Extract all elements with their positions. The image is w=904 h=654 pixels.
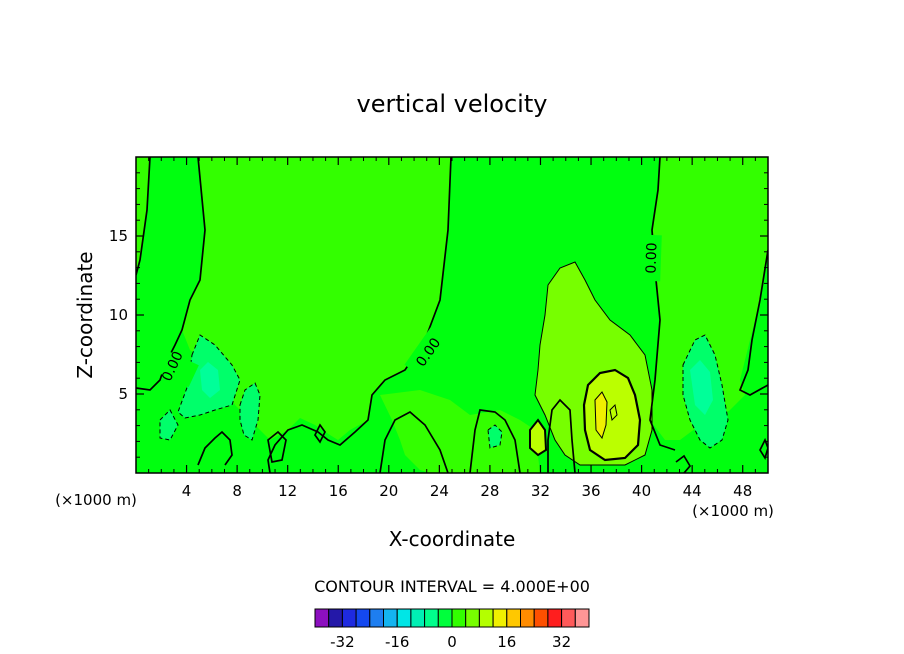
colorbar-swatch	[396, 608, 412, 628]
colorbar-swatch	[369, 608, 384, 628]
zero-contour-west	[136, 157, 206, 391]
contour-label-east: 0.00	[643, 242, 660, 274]
contour-12	[594, 391, 608, 440]
y-tick-label: 5	[118, 385, 128, 403]
colorbar-swatch	[465, 608, 480, 628]
weak-updraft-region-left	[136, 157, 150, 270]
colorbar-swatch	[383, 608, 398, 628]
colorbar-tick-label: -32	[330, 633, 355, 651]
downdraft-region-center	[488, 425, 502, 448]
colorbar-swatch	[437, 608, 453, 628]
zero-contours	[136, 157, 768, 473]
weak-updraft-region-center-west	[182, 157, 451, 440]
colorbar-swatch	[520, 608, 535, 628]
neg-contour-left	[177, 334, 241, 419]
colorbar-tick-label: 32	[552, 633, 571, 651]
colorbar-swatch	[328, 608, 343, 628]
x-tick-label: 12	[278, 482, 297, 500]
zero-contour-east	[649, 157, 676, 451]
contour-4-outer	[534, 261, 653, 466]
x-tick-label: 36	[581, 482, 600, 500]
colorbar-swatch	[424, 608, 439, 628]
colorbar-swatch	[533, 608, 549, 628]
x-tick-label: 16	[329, 482, 348, 500]
neg-contour-center	[487, 424, 503, 449]
downdraft-core-right	[690, 360, 713, 415]
colorbar-tick-label: 0	[447, 633, 457, 651]
x-axis-label: X-coordinate	[389, 527, 516, 551]
colorbar-tick-label: -16	[385, 633, 410, 651]
weak-updraft-region-right	[650, 157, 768, 440]
y-tick-label: 10	[109, 306, 128, 324]
y-axis: 5 10 15	[109, 172, 768, 458]
colorbar-tick-label: 16	[497, 633, 516, 651]
x-tick-label: 8	[232, 482, 242, 500]
colorbar-swatch	[355, 608, 371, 628]
contour-8-small	[529, 418, 548, 457]
x-tick-label: 24	[430, 482, 449, 500]
x-axis: 4 8 12 16 20 24 28 32 36 40 44 48	[148, 157, 756, 500]
chart-title: vertical velocity	[357, 90, 548, 118]
downdraft-region-small	[240, 383, 260, 440]
zero-contour-lower-far-east	[547, 398, 576, 473]
neg-contour-small	[239, 382, 261, 441]
zero-contour-center	[267, 157, 452, 473]
x-tick-label: 32	[531, 482, 550, 500]
x-tick-label: 48	[733, 482, 752, 500]
x-tick-label: 40	[632, 482, 651, 500]
neg-contour-right	[682, 334, 729, 449]
y-tick-label: 15	[109, 227, 128, 245]
colorbar-swatch	[341, 608, 357, 628]
colorbar-swatch	[547, 608, 563, 628]
colorbar-tick-labels: -32 -16 0 16 32	[330, 633, 571, 651]
updraft-small-core-region	[530, 420, 546, 455]
plot-area: 0.00 0.00 0.00	[136, 157, 768, 473]
colorbar	[314, 608, 590, 628]
colorbar-swatch	[478, 608, 494, 628]
zero-contour-small-cell-2	[267, 430, 287, 464]
x-tick-label: 20	[379, 482, 398, 500]
contour-8	[582, 368, 642, 462]
zero-contour-lower-east	[469, 409, 521, 473]
zero-contour-lower-center	[379, 410, 449, 473]
updraft-peak-region	[595, 392, 607, 438]
downdraft-core-left	[200, 362, 220, 398]
zero-contour-small-cell-3	[314, 423, 326, 444]
positive-contours	[529, 261, 653, 466]
colorbar-swatch	[574, 608, 590, 628]
y-axis-label: Z-coordinate	[73, 251, 97, 378]
colorbar-swatch	[561, 608, 576, 628]
colorbar-swatch	[506, 608, 521, 628]
zero-contour-small-cell	[197, 430, 233, 466]
colorbar-swatch	[410, 608, 426, 628]
colorbar-swatch	[314, 608, 330, 628]
negative-contours	[159, 334, 729, 449]
x-tick-label: 28	[480, 482, 499, 500]
zero-contour-small-cell-5	[675, 454, 692, 473]
colorbar-swatch	[451, 608, 467, 628]
colorbar-swatch	[492, 608, 508, 628]
x-tick-label: 4	[182, 482, 192, 500]
zero-contour-small-cell-4	[759, 437, 768, 461]
contour-interval-label: CONTOUR INTERVAL = 4.000E+00	[314, 577, 590, 596]
contour-12-small	[609, 403, 618, 422]
zero-contour-right-edge	[738, 249, 768, 396]
x-unit-right: (×1000 m)	[692, 502, 774, 520]
x-unit-left: (×1000 m)	[55, 491, 137, 509]
updraft-strong-region	[584, 370, 640, 460]
x-tick-label: 44	[683, 482, 702, 500]
weak-updraft-region-lower	[380, 390, 540, 473]
